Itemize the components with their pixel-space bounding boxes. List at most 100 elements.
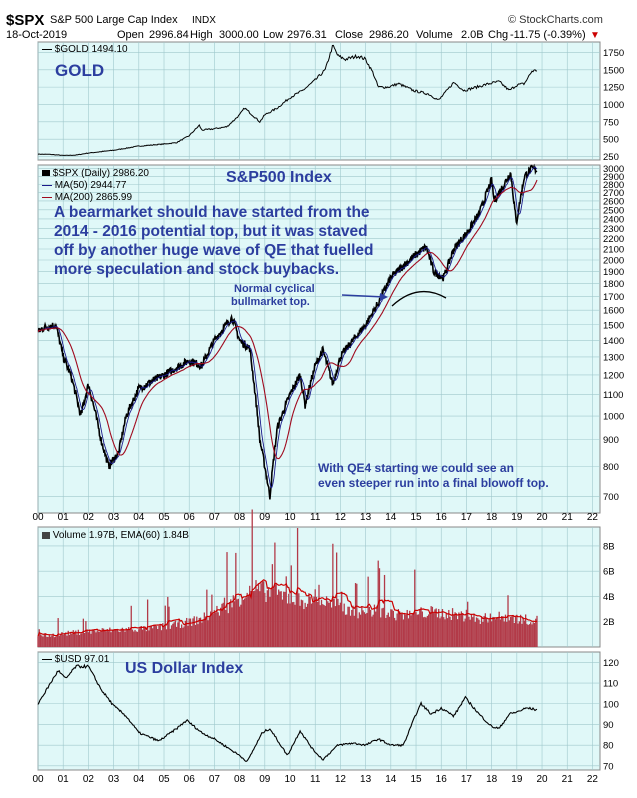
usd-price-line — [37, 663, 538, 762]
copyright: © StockCharts.com — [508, 14, 603, 26]
volume-legend-text: Volume 1.97B, EMA(60) 1.84B — [52, 530, 189, 541]
y-tick-label: 1300 — [603, 352, 624, 363]
low-label: Low — [263, 29, 284, 41]
x-tick-label: 05 — [158, 512, 170, 523]
x-tick-label: 13 — [360, 774, 372, 785]
x-tick-label: 13 — [360, 512, 372, 523]
legend-swatch — [42, 196, 52, 198]
x-tick-label: 18 — [486, 774, 498, 785]
y-tick-label: 1100 — [603, 390, 623, 401]
spx-panel — [37, 164, 601, 514]
x-tick-label: 07 — [209, 774, 221, 785]
note-qe4-2: even steeper run into a final blowoff to… — [318, 476, 549, 490]
x-tick-label: 03 — [108, 774, 120, 785]
y-tick-label: 6B — [603, 567, 615, 578]
y-tick-label: 1500 — [603, 65, 624, 76]
x-tick-label: 06 — [184, 774, 196, 785]
y-tick-label: 70 — [603, 761, 614, 772]
x-tick-label: 17 — [461, 774, 473, 785]
y-tick-label: 1250 — [603, 83, 624, 94]
chg-value: -11.75 (-0.39%) — [510, 29, 586, 41]
y-tick-label: 1750 — [603, 48, 624, 59]
x-tick-label: 00 — [32, 774, 44, 785]
x-tick-label: 03 — [108, 512, 120, 523]
y-tick-label: 90 — [603, 720, 614, 731]
usd-title: US Dollar Index — [125, 660, 244, 677]
y-tick-label: 1000 — [603, 100, 624, 111]
x-tick-label: 20 — [536, 512, 548, 523]
x-tick-label: 21 — [562, 512, 574, 523]
legend-swatch — [42, 48, 52, 50]
y-tick-label: 1700 — [603, 292, 624, 303]
spx-legend-text: $SPX (Daily) 2986.20 — [52, 168, 149, 179]
note-top-2: bullmarket top. — [231, 296, 310, 308]
y-tick-label: 1500 — [603, 320, 624, 331]
low-value: 2976.31 — [287, 29, 327, 41]
x-tick-label: 15 — [410, 774, 422, 785]
y-tick-label: 80 — [603, 741, 614, 752]
x-tick-label: 19 — [511, 512, 523, 523]
spx-ma50-line — [38, 166, 538, 489]
y-tick-label: 3000 — [603, 164, 624, 175]
x-tick-label: 01 — [58, 512, 70, 523]
ma50-legend-text: MA(50) 2944.77 — [54, 180, 127, 191]
exchange: INDX — [192, 15, 216, 26]
gold-legend-text: $GOLD 1494.10 — [54, 44, 128, 55]
ma200-legend: MA(200) 2865.99 — [42, 192, 132, 203]
cyclical-top-arc — [391, 290, 447, 307]
x-tick-label: 19 — [511, 774, 523, 785]
y-tick-label: 1000 — [603, 412, 624, 423]
y-tick-label: 2500 — [603, 205, 624, 216]
y-tick-label: 2B — [603, 617, 615, 628]
y-tick-label: 110 — [603, 679, 618, 690]
x-tick-label: 07 — [209, 512, 221, 523]
annotation-arrow-line — [341, 294, 387, 298]
x-tick-label: 12 — [335, 774, 347, 785]
x-tick-label: 14 — [385, 512, 397, 523]
volume-label: Volume — [416, 29, 453, 41]
gold-price-line — [37, 44, 538, 156]
legend-swatch — [42, 658, 52, 660]
y-tick-label: 2600 — [603, 196, 624, 207]
y-tick-label: 2800 — [603, 180, 624, 191]
y-tick-label: 4B — [603, 592, 615, 603]
y-tick-label: 800 — [603, 462, 619, 473]
spx-price-line — [37, 163, 538, 500]
y-tick-label: 2900 — [603, 172, 624, 183]
high-value: 3000.00 — [219, 29, 259, 41]
x-tick-label: 00 — [32, 512, 44, 523]
volume-ema-line — [37, 579, 538, 637]
y-tick-label: 1200 — [603, 370, 624, 381]
ma50-legend: MA(50) 2944.77 — [42, 180, 127, 191]
x-tick-label: 09 — [259, 512, 271, 523]
note-qe4-1: With QE4 starting we could see an — [318, 461, 514, 475]
y-tick-label: 2000 — [603, 255, 624, 266]
x-tick-label: 11 — [310, 774, 321, 785]
note-line-2: 2014 - 2016 potential top, but it was st… — [54, 223, 368, 240]
x-tick-label: 18 — [486, 512, 498, 523]
x-tick-label: 16 — [436, 512, 448, 523]
gold-legend: $GOLD 1494.10 — [42, 44, 128, 55]
x-tick-label: 21 — [562, 774, 574, 785]
x-tick-label: 09 — [259, 774, 271, 785]
x-tick-label: 10 — [284, 512, 296, 523]
x-tick-label: 04 — [133, 512, 145, 523]
x-tick-label: 22 — [587, 512, 599, 523]
close-label: Close — [335, 29, 364, 41]
x-tick-label: 05 — [158, 774, 170, 785]
legend-swatch — [42, 531, 50, 539]
y-tick-label: 2400 — [603, 214, 624, 225]
y-tick-label: 8B — [603, 541, 615, 552]
y-tick-label: 900 — [603, 435, 619, 446]
x-tick-label: 11 — [310, 512, 321, 523]
y-tick-label: 750 — [603, 117, 619, 128]
x-tick-label: 08 — [234, 512, 246, 523]
quote-date: 18-Oct-2019 — [6, 29, 68, 41]
volume-value: 2.0B — [461, 29, 484, 41]
ma200-legend-text: MA(200) 2865.99 — [54, 192, 133, 203]
x-tick-label: 16 — [436, 774, 448, 785]
high-label: High — [190, 29, 213, 41]
gold-title: GOLD — [55, 61, 105, 80]
